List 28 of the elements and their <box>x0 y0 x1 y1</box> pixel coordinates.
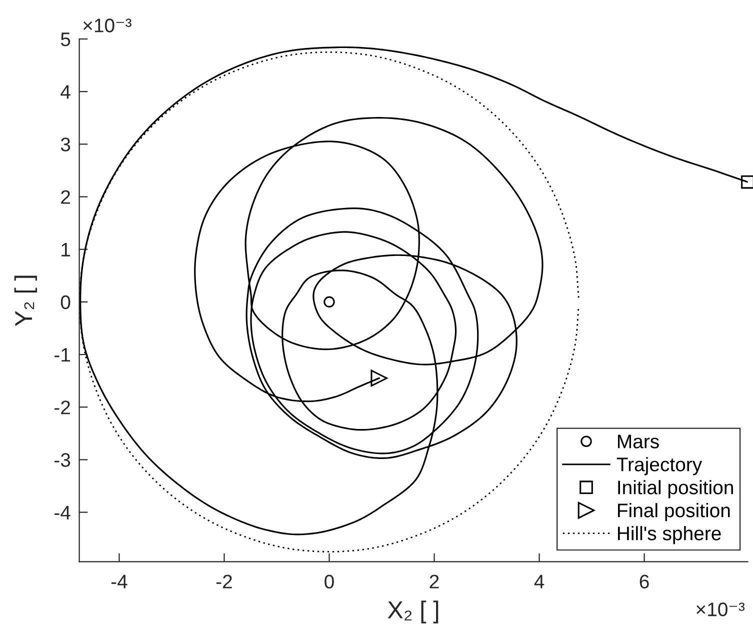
y-tick-label: 4 <box>60 85 70 99</box>
legend-label: Mars <box>618 434 659 448</box>
x-tick-label: 6 <box>640 574 649 588</box>
point <box>370 370 388 387</box>
y-tick-label: -4 <box>54 506 70 520</box>
y-tick-label: -2 <box>54 400 70 414</box>
text: ×10⁻³ <box>696 602 745 616</box>
y-tick-label: 1 <box>62 243 70 256</box>
point <box>741 175 753 189</box>
y-tick-label: -3 <box>54 453 70 467</box>
legend-label: Trajectory <box>616 457 702 476</box>
y-tick-label: 2 <box>61 190 70 204</box>
point <box>324 296 335 308</box>
x-tick-label: 4 <box>534 574 544 588</box>
x-axis-title: X₂ [ ] <box>388 600 438 624</box>
y-tick-label: 5 <box>60 32 70 46</box>
x-tick-label: -2 <box>216 574 232 588</box>
y-tick-label: 0 <box>60 295 70 310</box>
y-tick-label: 3 <box>60 138 70 152</box>
y-tick-label: -1 <box>54 348 70 362</box>
x-tick-label: 2 <box>430 574 439 588</box>
y-axis-title: Y₂ [ ] <box>14 276 38 326</box>
legend-label: Final position <box>618 503 730 522</box>
text: ×10⁻³ <box>83 18 132 32</box>
legend-label: Initial position <box>618 480 733 498</box>
x-tick-label: -4 <box>111 574 128 588</box>
legend-label: Hill's sphere <box>618 526 721 544</box>
x-tick-label: 0 <box>324 574 334 588</box>
